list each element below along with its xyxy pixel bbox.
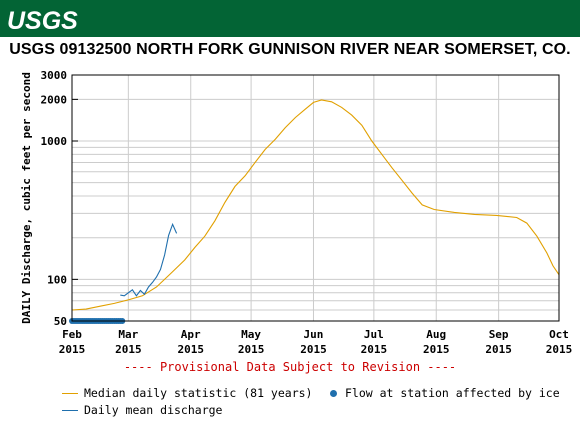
x-tick-year: 2015	[546, 343, 573, 356]
chart-series	[69, 99, 560, 324]
legend-median-swatch	[62, 393, 78, 394]
usgs-banner: USGS	[0, 0, 580, 37]
x-tick-year: 2015	[177, 343, 204, 356]
legend-item-discharge: Daily mean discharge	[62, 403, 222, 417]
x-tick-month: Aug	[426, 328, 446, 341]
plot-frame	[71, 74, 560, 322]
usgs-logo-text: USGS	[7, 7, 78, 34]
x-tick-month: Jul	[364, 328, 384, 341]
y-tick-label: 50	[54, 315, 67, 328]
series-line-1	[120, 222, 178, 297]
y-tick-label: 100	[47, 273, 67, 286]
legend-discharge-swatch	[62, 410, 78, 411]
legend-item-median: Median daily statistic (81 years)	[62, 386, 312, 400]
x-tick-year: 2015	[115, 343, 142, 356]
x-tick-month: Mar	[118, 328, 138, 341]
x-tick-month: Sep	[489, 328, 509, 341]
x-tick-year: 2015	[238, 343, 265, 356]
y-tick-label: 2000	[41, 93, 68, 106]
series-line-0	[71, 99, 560, 311]
provisional-note: ---- Provisional Data Subject to Revisio…	[123, 360, 457, 374]
x-tick-month: Oct	[549, 328, 569, 341]
legend-ice-marker-icon	[330, 390, 337, 397]
legend-discharge-label: Daily mean discharge	[84, 403, 223, 417]
legend-ice-label: Flow at station affected by ice	[345, 386, 560, 400]
x-tick-year: 2015	[485, 343, 512, 356]
x-tick-year: 2015	[300, 343, 327, 356]
y-tick-label: 1000	[41, 135, 68, 148]
y-tick-labels: 50 100 1000 2000 3000	[41, 69, 78, 328]
x-tick-month: Apr	[181, 328, 201, 341]
x-tick-month: Jun	[304, 328, 324, 341]
x-tick-month: May	[241, 328, 261, 341]
y-tick-label: 3000	[41, 69, 68, 82]
x-tick-year: 2015	[59, 343, 86, 356]
x-tick-year: 2015	[423, 343, 450, 356]
chart-grid	[71, 74, 560, 322]
x-tick-month: Feb	[62, 328, 82, 341]
legend-median-label: Median daily statistic (81 years)	[84, 386, 313, 400]
chart-title: USGS 09132500 NORTH FORK GUNNISON RIVER …	[9, 41, 571, 58]
legend-item-ice: Flow at station affected by ice	[330, 386, 560, 400]
usgs-logo: USGS	[7, 7, 78, 34]
y-axis-label: DAILY Discharge, cubic feet per second	[20, 72, 33, 324]
x-tick-year: 2015	[361, 343, 388, 356]
x-tick-labels: Feb 2015 Mar 2015 Apr 2015 May 2015 Jun 2015 Jul 20…	[59, 328, 573, 356]
